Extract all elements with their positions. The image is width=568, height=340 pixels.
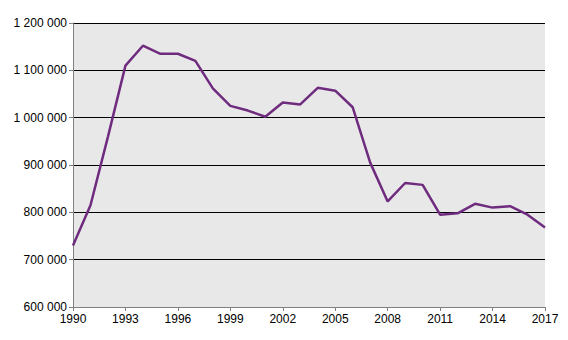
svg-text:1990: 1990 bbox=[60, 312, 87, 326]
svg-text:2017: 2017 bbox=[532, 312, 559, 326]
svg-text:2002: 2002 bbox=[269, 312, 296, 326]
svg-text:700 000: 700 000 bbox=[24, 253, 68, 267]
svg-text:900 000: 900 000 bbox=[24, 158, 68, 172]
svg-text:1993: 1993 bbox=[112, 312, 139, 326]
svg-text:2005: 2005 bbox=[322, 312, 349, 326]
svg-text:2011: 2011 bbox=[427, 312, 453, 326]
svg-text:2014: 2014 bbox=[479, 312, 506, 326]
svg-text:600 000: 600 000 bbox=[23, 300, 67, 314]
svg-text:1996: 1996 bbox=[165, 312, 192, 326]
svg-text:1 000 000: 1 000 000 bbox=[14, 111, 68, 125]
svg-text:1999: 1999 bbox=[217, 312, 244, 326]
svg-text:800 000: 800 000 bbox=[24, 205, 68, 219]
svg-text:2008: 2008 bbox=[374, 312, 401, 326]
svg-text:1 100 000: 1 100 000 bbox=[14, 63, 68, 77]
svg-text:1 200 000: 1 200 000 bbox=[14, 16, 68, 30]
